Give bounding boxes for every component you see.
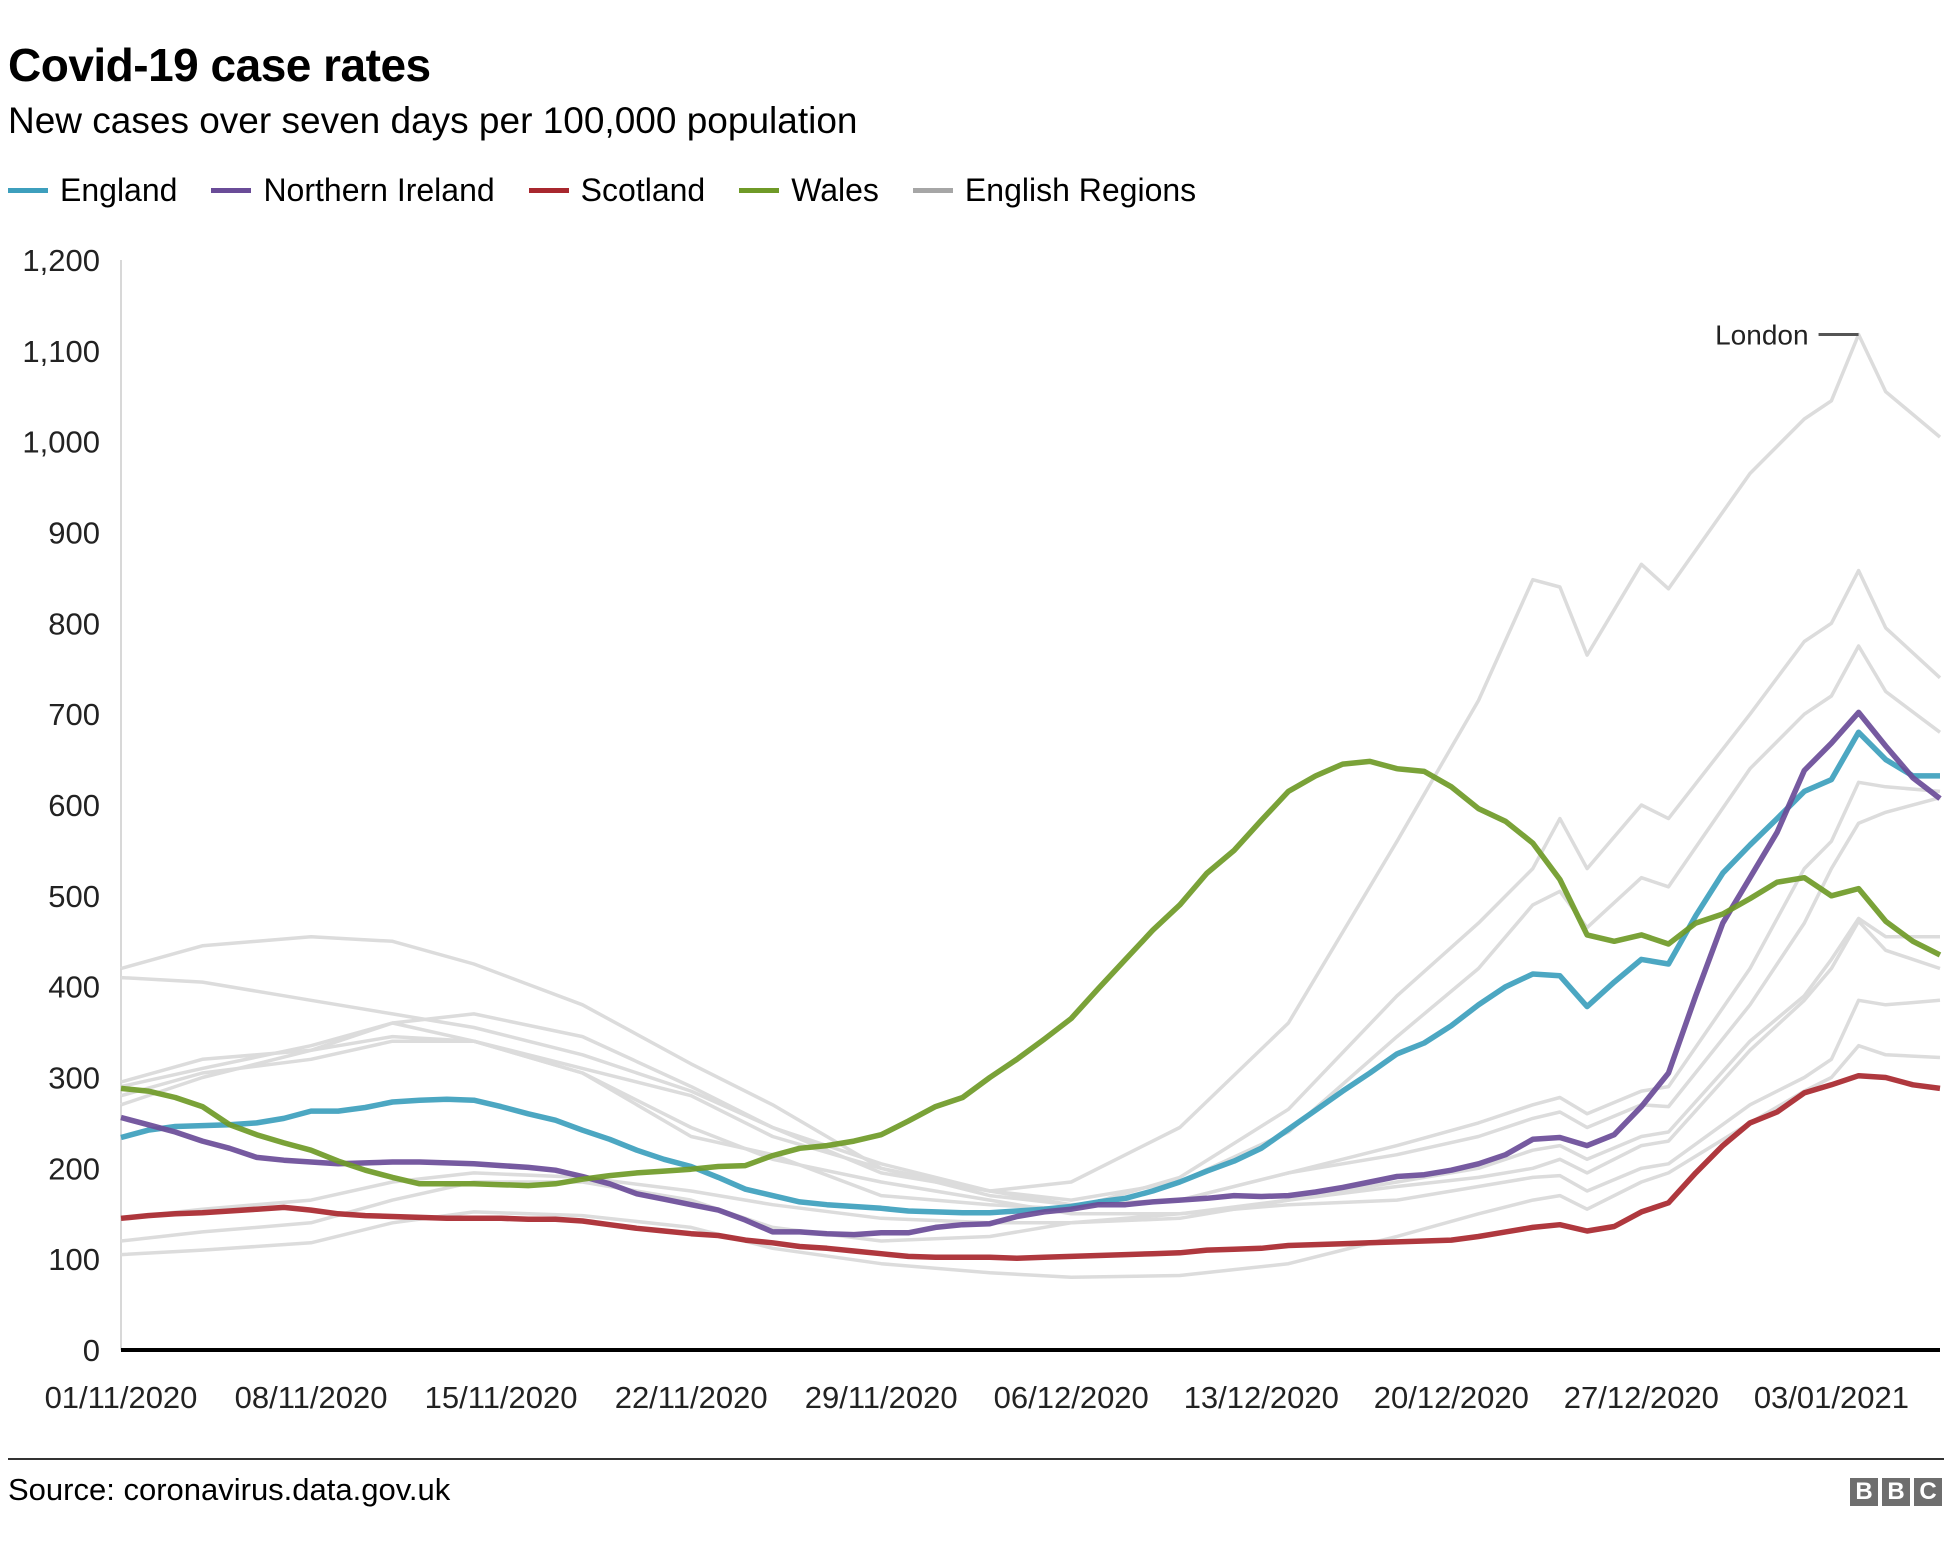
x-tick-label: 03/01/2021	[1754, 1380, 1909, 1415]
legend-label: English Regions	[964, 172, 1197, 208]
source-note: Source: coronavirus.data.gov.uk	[8, 1472, 451, 1507]
y-tick-label: 300	[48, 1061, 100, 1096]
series-line-wales	[120, 758, 1942, 1189]
y-tick-label: 100	[48, 1242, 100, 1277]
y-tick-label: 1,000	[22, 425, 100, 460]
legend-label: Wales	[791, 172, 879, 208]
y-tick-label: 1,100	[22, 334, 100, 369]
annotation-london: London	[1715, 319, 1808, 350]
chart-title: Covid-19 case rates	[8, 39, 431, 91]
y-tick-label: 600	[48, 788, 100, 823]
x-tick-label: 22/11/2020	[615, 1380, 768, 1415]
legend-item-northern-ireland: Northern Ireland	[211, 172, 495, 209]
y-tick-label: 200	[48, 1151, 100, 1186]
x-tick-label: 29/11/2020	[805, 1380, 958, 1415]
series-line-scotland	[120, 1072, 1941, 1262]
region-line	[120, 644, 1942, 1202]
x-tick-label: 01/11/2020	[45, 1380, 198, 1415]
y-tick-label: 700	[48, 697, 100, 732]
x-tick-label: 06/12/2020	[994, 1380, 1149, 1415]
legend-label: England	[60, 172, 178, 208]
region-line-london	[120, 332, 1942, 1193]
footer-divider	[8, 1458, 1944, 1460]
y-tick-label: 1,200	[22, 243, 100, 278]
legend-item-scotland: Scotland	[528, 172, 706, 209]
region-line	[120, 916, 1940, 1216]
y-tick-label: 800	[48, 606, 100, 641]
x-tick-label: 27/12/2020	[1564, 1380, 1719, 1415]
legend-item-english-regions: English Regions	[912, 172, 1197, 209]
legend-item-england: England	[8, 172, 177, 209]
legend-swatch	[739, 188, 780, 193]
legend-swatch	[528, 188, 569, 193]
series-line-northern-ireland	[120, 709, 1942, 1238]
region-line	[120, 796, 1941, 1207]
legend-swatch	[912, 188, 953, 193]
legend-swatch	[8, 188, 48, 193]
legend-label: Northern Ireland	[263, 172, 495, 208]
x-tick-label: 15/11/2020	[425, 1380, 578, 1415]
chart-subtitle: New cases over seven days per 100,000 po…	[8, 100, 858, 141]
y-tick-label: 400	[48, 970, 100, 1005]
region-line	[120, 780, 1941, 1207]
series-line-england	[120, 729, 1940, 1216]
legend-item-wales: Wales	[739, 172, 879, 209]
y-tick-label: 900	[48, 516, 100, 551]
region-line	[120, 568, 1942, 1211]
legend-swatch	[211, 188, 252, 193]
legend-label: Scotland	[580, 172, 706, 208]
legend: England Northern Ireland Scotland Wales …	[8, 172, 1196, 209]
x-tick-label: 08/11/2020	[235, 1380, 388, 1415]
y-tick-label: 500	[48, 879, 100, 914]
x-tick-label: 13/12/2020	[1184, 1380, 1339, 1415]
region-line	[120, 919, 1941, 1225]
x-tick-label: 20/12/2020	[1374, 1380, 1529, 1415]
y-tick-label: 0	[83, 1333, 100, 1368]
